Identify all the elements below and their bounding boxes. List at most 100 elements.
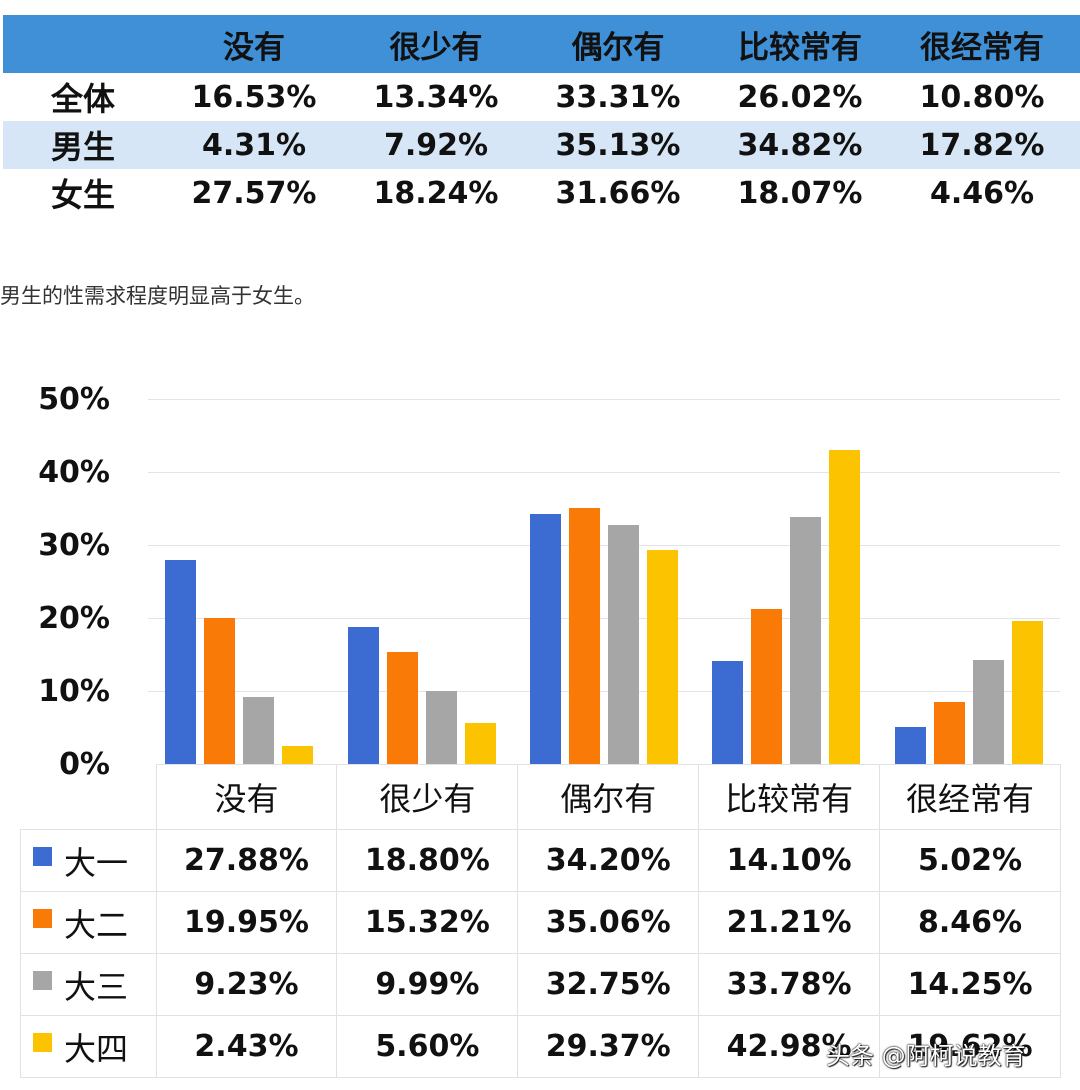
bar xyxy=(751,609,783,764)
bar xyxy=(464,723,496,764)
summary-col-header: 很少有 xyxy=(389,29,483,66)
watermark: 头条 @阿柯说教育 xyxy=(826,1042,1026,1070)
bar xyxy=(425,691,457,764)
series-row-year4: 大四 2.43% 5.60% 29.37% 42.98% 19.62% xyxy=(20,1015,1061,1078)
summary-cell: 17.82% xyxy=(919,127,1045,163)
bar xyxy=(647,549,678,764)
summary-row-all: 全体 16.53% 13.34% 33.31% 26.02% 10.80% xyxy=(3,73,1080,121)
data-cell: 33.78% xyxy=(698,953,881,1016)
summary-cell: 34.82% xyxy=(737,127,863,163)
summary-table: 没有 很少有 偶尔有 比较常有 很经常有 全体 16.53% 13.34% 33… xyxy=(3,15,1080,217)
data-cell: 18.80% xyxy=(336,829,519,892)
bar xyxy=(608,524,639,764)
data-cell: 15.32% xyxy=(336,891,519,954)
summary-cell: 26.02% xyxy=(737,79,863,115)
note-text: 男生的性需求程度明显高于女生。 xyxy=(0,284,315,308)
legend-swatch-icon xyxy=(33,847,52,866)
data-cell: 9.23% xyxy=(155,953,338,1016)
data-cell: 29.37% xyxy=(517,1015,700,1078)
data-cell: 42.98% xyxy=(698,1015,881,1078)
legend-swatch-icon xyxy=(33,1033,52,1052)
data-cell: 21.21% xyxy=(698,891,881,954)
series-row-year1: 大一 27.88% 18.80% 34.20% 14.10% 5.02% xyxy=(20,829,1061,892)
category-label: 很少有 xyxy=(336,764,519,830)
data-table: 没有 很少有 偶尔有 比较常有 很经常有 大一 27.88% 18.80% 34… xyxy=(20,764,1061,1078)
gridline xyxy=(148,545,1060,546)
summary-col-header: 很经常有 xyxy=(920,29,1044,66)
gridline xyxy=(148,691,1060,692)
summary-cell: 13.34% xyxy=(373,79,499,115)
data-cell: 19.62% xyxy=(879,1015,1061,1078)
data-cell: 8.46% xyxy=(879,891,1061,954)
summary-cell: 18.07% xyxy=(737,175,863,211)
summary-cell: 10.80% xyxy=(919,79,1045,115)
legend-entry: 大四 xyxy=(20,1015,157,1078)
data-table-corner xyxy=(20,764,157,830)
legend-label: 大三 xyxy=(64,967,129,1006)
legend-entry: 大一 xyxy=(20,829,157,892)
summary-cell: 4.46% xyxy=(929,175,1035,211)
summary-cell: 33.31% xyxy=(555,79,681,115)
legend-swatch-icon xyxy=(33,909,52,928)
bar xyxy=(569,508,600,764)
y-tick-label: 50% xyxy=(38,382,110,417)
bar xyxy=(282,746,314,764)
category-label: 偶尔有 xyxy=(517,764,700,830)
data-cell: 14.25% xyxy=(879,953,1061,1016)
summary-col-header: 没有 xyxy=(223,29,285,66)
series-row-year3: 大三 9.23% 9.99% 32.75% 33.78% 14.25% xyxy=(20,953,1061,1016)
summary-cell: 35.13% xyxy=(555,127,681,163)
bar-chart: 50% 40% 30% 20% 10% 0% xyxy=(0,370,1080,782)
y-tick-label: 10% xyxy=(38,674,110,709)
legend-label: 大四 xyxy=(64,1029,129,1068)
gridline xyxy=(148,472,1060,473)
bar xyxy=(347,626,379,764)
gridline xyxy=(148,618,1060,619)
legend-entry: 大三 xyxy=(20,953,157,1016)
bar xyxy=(243,696,275,764)
y-tick-label: 40% xyxy=(38,455,110,490)
bar xyxy=(204,618,236,764)
data-cell: 9.99% xyxy=(336,953,519,1016)
summary-row-female: 女生 27.57% 18.24% 31.66% 18.07% 4.46% xyxy=(3,169,1080,217)
data-cell: 34.20% xyxy=(517,829,700,892)
data-table-header: 没有 很少有 偶尔有 比较常有 很经常有 xyxy=(20,764,1061,830)
summary-cell: 4.31% xyxy=(201,127,307,163)
summary-cell: 7.92% xyxy=(383,127,489,163)
summary-cell: 18.24% xyxy=(373,175,499,211)
series-row-year2: 大二 19.95% 15.32% 35.06% 21.21% 8.46% xyxy=(20,891,1061,954)
bar xyxy=(1011,620,1043,764)
bar xyxy=(386,652,418,764)
category-label: 很经常有 xyxy=(879,764,1061,830)
y-tick-label: 30% xyxy=(38,528,110,563)
bar xyxy=(894,727,926,764)
bar xyxy=(165,560,197,764)
summary-row-label: 男生 xyxy=(50,128,115,166)
category-label: 没有 xyxy=(155,764,338,830)
summary-row-label: 女生 xyxy=(50,176,115,214)
bar xyxy=(933,702,965,764)
gridline xyxy=(148,399,1060,400)
data-cell: 19.95% xyxy=(155,891,338,954)
summary-col-header: 比较常有 xyxy=(738,29,862,66)
legend-label: 大二 xyxy=(64,905,129,944)
summary-row-label: 全体 xyxy=(50,80,115,118)
bar xyxy=(790,517,822,764)
bar xyxy=(972,659,1004,764)
data-cell: 5.02% xyxy=(879,829,1061,892)
data-cell: 14.10% xyxy=(698,829,881,892)
category-label: 比较常有 xyxy=(698,764,881,830)
summary-col-header: 偶尔有 xyxy=(571,29,665,66)
legend-swatch-icon xyxy=(33,971,52,990)
y-tick-label: 20% xyxy=(38,601,110,636)
summary-row-male: 男生 4.31% 7.92% 35.13% 34.82% 17.82% xyxy=(3,121,1080,169)
bar xyxy=(829,450,861,764)
data-cell: 27.88% xyxy=(155,829,338,892)
summary-cell: 16.53% xyxy=(191,79,317,115)
data-cell: 5.60% xyxy=(336,1015,519,1078)
bar xyxy=(530,514,561,764)
bar xyxy=(712,661,744,764)
legend-label: 大一 xyxy=(64,843,129,882)
data-cell: 35.06% xyxy=(517,891,700,954)
summary-header-row: 没有 很少有 偶尔有 比较常有 很经常有 xyxy=(3,15,1080,73)
